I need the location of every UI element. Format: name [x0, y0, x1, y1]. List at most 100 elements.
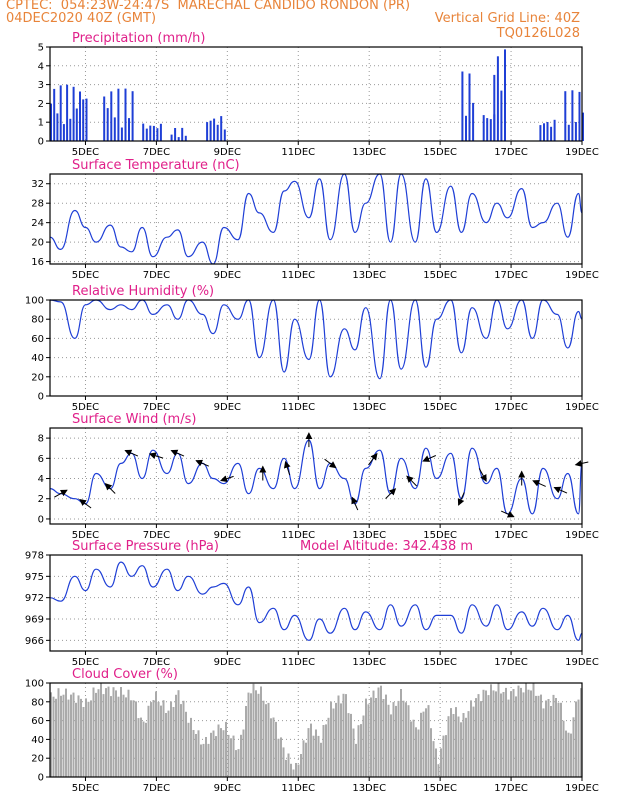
cloud-bar — [477, 694, 480, 777]
precip-bar — [567, 124, 570, 141]
wind-arrow — [368, 452, 378, 466]
cloud-bar — [282, 747, 285, 777]
cloud-bar — [240, 734, 242, 777]
precip-bar — [156, 128, 159, 141]
cloud-bar — [322, 725, 325, 777]
cloud-bar — [417, 729, 420, 777]
y-tick-label: 0 — [38, 773, 44, 784]
cloud-bar — [95, 692, 97, 777]
precip-bar — [220, 116, 223, 141]
header-station: CPTEC: 054:23W-24:47S MARECHAL CANDIDO R… — [6, 0, 411, 13]
cloud-bar — [430, 728, 432, 777]
y-tick-label: 40 — [31, 353, 44, 364]
cloud-bar — [532, 683, 535, 777]
series-line — [49, 439, 583, 515]
cloud-bar — [312, 735, 315, 777]
cloud-bar — [210, 732, 212, 777]
cloud-bar — [537, 695, 540, 777]
cloud-bar — [280, 737, 282, 777]
precip-bar — [206, 122, 209, 141]
cloud-bar — [120, 687, 122, 777]
cloud-bar — [557, 702, 560, 777]
cloud-bar — [572, 717, 575, 777]
wind-arrow — [457, 492, 465, 506]
cloud-bar — [502, 692, 505, 777]
precip-bar — [56, 113, 59, 141]
y-tick-label: 16 — [31, 257, 44, 268]
cloud-bar — [185, 711, 187, 777]
cloud-bar — [332, 708, 335, 777]
cloud-bar — [377, 687, 380, 777]
cloud-bar — [442, 735, 445, 777]
cloud-bar — [255, 690, 257, 777]
x-tick-label: 5DEC — [72, 402, 99, 413]
cloud-bar — [575, 701, 577, 777]
cloud-bar — [475, 698, 477, 777]
cloud-bar — [320, 742, 322, 777]
series-line — [49, 173, 583, 265]
y-tick-label: 100 — [25, 296, 44, 307]
cloud-bar — [360, 724, 362, 777]
cloud-bar — [260, 686, 262, 777]
cloud-bar — [160, 705, 162, 777]
wind-arrow — [124, 449, 139, 457]
cloud-bar — [427, 705, 430, 777]
cloud-bar — [155, 691, 157, 777]
cloud-bar — [365, 698, 367, 777]
cloud-bar — [252, 683, 255, 777]
cloud-bar — [505, 687, 507, 777]
precip-bar — [216, 124, 219, 141]
cloud-bar — [317, 735, 320, 777]
cloud-bar — [300, 754, 302, 777]
cloud-bar — [105, 688, 107, 777]
cloud-bar — [457, 716, 460, 777]
cloud-bar — [205, 737, 207, 777]
cloud-bar — [455, 707, 457, 777]
y-tick-label: 2 — [38, 494, 44, 505]
panel-title: Surface Pressure (hPa) — [72, 539, 219, 554]
cloud-bar — [370, 697, 372, 777]
precip-bar — [145, 128, 148, 141]
cloud-bar — [547, 699, 550, 777]
x-tick-label: 17DEC — [494, 402, 528, 413]
y-tick-label: 975 — [25, 572, 44, 583]
precip-bar — [493, 74, 496, 141]
cloud-bar — [152, 700, 155, 777]
precip-bar — [539, 125, 542, 141]
panel-title: Cloud Cover (%) — [72, 667, 178, 682]
cloud-bar — [62, 694, 65, 777]
cloud-bar — [67, 699, 70, 777]
y-tick-label: 24 — [31, 218, 44, 229]
precip-bar — [482, 115, 485, 141]
y-tick-label: 100 — [25, 679, 44, 690]
cloud-bar — [500, 693, 502, 777]
cloud-bar — [55, 698, 57, 777]
x-tick-label: 7DEC — [143, 402, 170, 413]
cloud-bar — [70, 694, 72, 777]
x-tick-label: 5DEC — [72, 657, 99, 668]
cloud-bar — [555, 698, 557, 777]
cloud-bar — [390, 714, 392, 777]
cloud-bar — [135, 701, 137, 777]
precip-bar — [113, 117, 116, 141]
cloud-bar — [122, 694, 125, 777]
x-tick-label: 17DEC — [494, 270, 528, 281]
panel-frame — [49, 427, 583, 525]
precip-bar — [465, 115, 467, 141]
cloud-bar — [562, 720, 565, 777]
cloud-bar — [157, 701, 160, 777]
precip-bar — [117, 88, 120, 141]
cloud-bar — [432, 741, 435, 777]
cloud-bar — [337, 695, 340, 777]
cloud-bar — [100, 683, 102, 777]
cloud-bar — [242, 729, 245, 777]
panel-frame — [49, 46, 583, 142]
precip-bar — [152, 125, 155, 141]
panel-title: Relative Humidity (%) — [72, 284, 214, 299]
cloud-bar — [115, 690, 117, 777]
panel-title: Precipitation (mm/h) — [72, 31, 205, 46]
cloud-bar — [250, 693, 252, 777]
cloud-bar — [567, 732, 570, 777]
cloud-bar — [520, 687, 522, 777]
panel-frame — [49, 682, 583, 778]
